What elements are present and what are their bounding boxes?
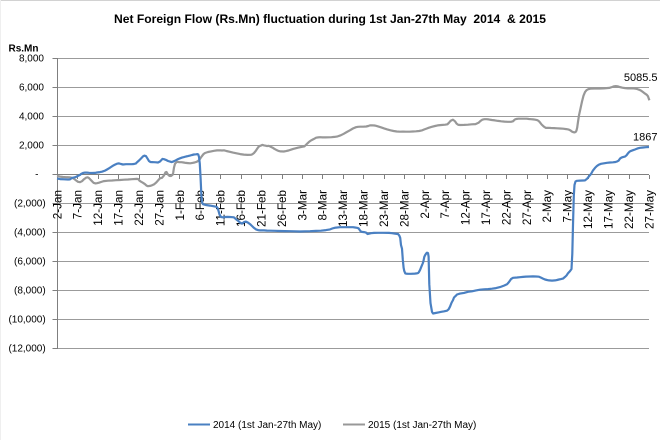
svg-text:27-Apr: 27-Apr	[521, 190, 534, 225]
svg-text:21-Feb: 21-Feb	[255, 190, 268, 228]
svg-text:18-Mar: 18-Mar	[358, 190, 371, 227]
svg-text:7-Jan: 7-Jan	[72, 190, 85, 219]
svg-text:12-Apr: 12-Apr	[460, 190, 473, 225]
svg-text:1-Feb: 1-Feb	[174, 190, 187, 221]
svg-text:Net Foreign Flow (Rs.Mn) fluct: Net Foreign Flow (Rs.Mn) fluctuation dur…	[114, 12, 546, 26]
svg-text:22-May: 22-May	[623, 190, 636, 229]
svg-text:(8,000): (8,000)	[14, 286, 46, 297]
svg-text:13-Mar: 13-Mar	[337, 190, 350, 227]
svg-text:22-Jan: 22-Jan	[133, 190, 146, 226]
svg-text:28-Mar: 28-Mar	[398, 190, 411, 227]
svg-text:-: -	[35, 170, 38, 181]
svg-text:22-Apr: 22-Apr	[500, 190, 513, 225]
svg-text:2-May: 2-May	[541, 190, 554, 223]
svg-text:26-Feb: 26-Feb	[276, 190, 289, 228]
svg-text:23-Mar: 23-Mar	[378, 190, 391, 227]
svg-text:17-May: 17-May	[602, 190, 615, 229]
svg-text:1867: 1867	[633, 132, 657, 144]
svg-text:2-Apr: 2-Apr	[419, 190, 432, 219]
svg-text:12-May: 12-May	[582, 190, 595, 229]
svg-text:(4,000): (4,000)	[14, 228, 46, 239]
svg-text:17-Apr: 17-Apr	[480, 190, 493, 225]
svg-text:(2,000): (2,000)	[14, 199, 46, 210]
svg-text:4,000: 4,000	[19, 112, 44, 123]
svg-text:2,000: 2,000	[19, 141, 44, 152]
svg-text:7-Apr: 7-Apr	[439, 190, 452, 219]
svg-text:8,000: 8,000	[19, 54, 44, 65]
svg-text:12-Jan: 12-Jan	[92, 190, 105, 226]
svg-text:2-Jan: 2-Jan	[51, 190, 64, 219]
svg-text:2014 (1st Jan-27th May): 2014 (1st Jan-27th May)	[213, 420, 321, 431]
svg-text:5085.5: 5085.5	[624, 72, 658, 84]
svg-text:Rs.Mn: Rs.Mn	[9, 44, 39, 55]
svg-text:17-Jan: 17-Jan	[113, 190, 126, 226]
svg-text:2015 (1st Jan-27th May): 2015 (1st Jan-27th May)	[368, 420, 476, 431]
svg-text:(10,000): (10,000)	[8, 315, 45, 326]
svg-text:6-Feb: 6-Feb	[194, 190, 207, 221]
svg-text:7-May: 7-May	[562, 190, 575, 223]
svg-text:(12,000): (12,000)	[8, 344, 45, 355]
svg-text:16-Feb: 16-Feb	[235, 190, 248, 228]
svg-text:3-Mar: 3-Mar	[296, 190, 309, 221]
svg-text:27-Jan: 27-Jan	[153, 190, 166, 226]
svg-text:(6,000): (6,000)	[14, 257, 46, 268]
svg-text:27-May: 27-May	[643, 190, 656, 229]
svg-text:8-Mar: 8-Mar	[317, 190, 330, 221]
svg-text:6,000: 6,000	[19, 83, 44, 94]
